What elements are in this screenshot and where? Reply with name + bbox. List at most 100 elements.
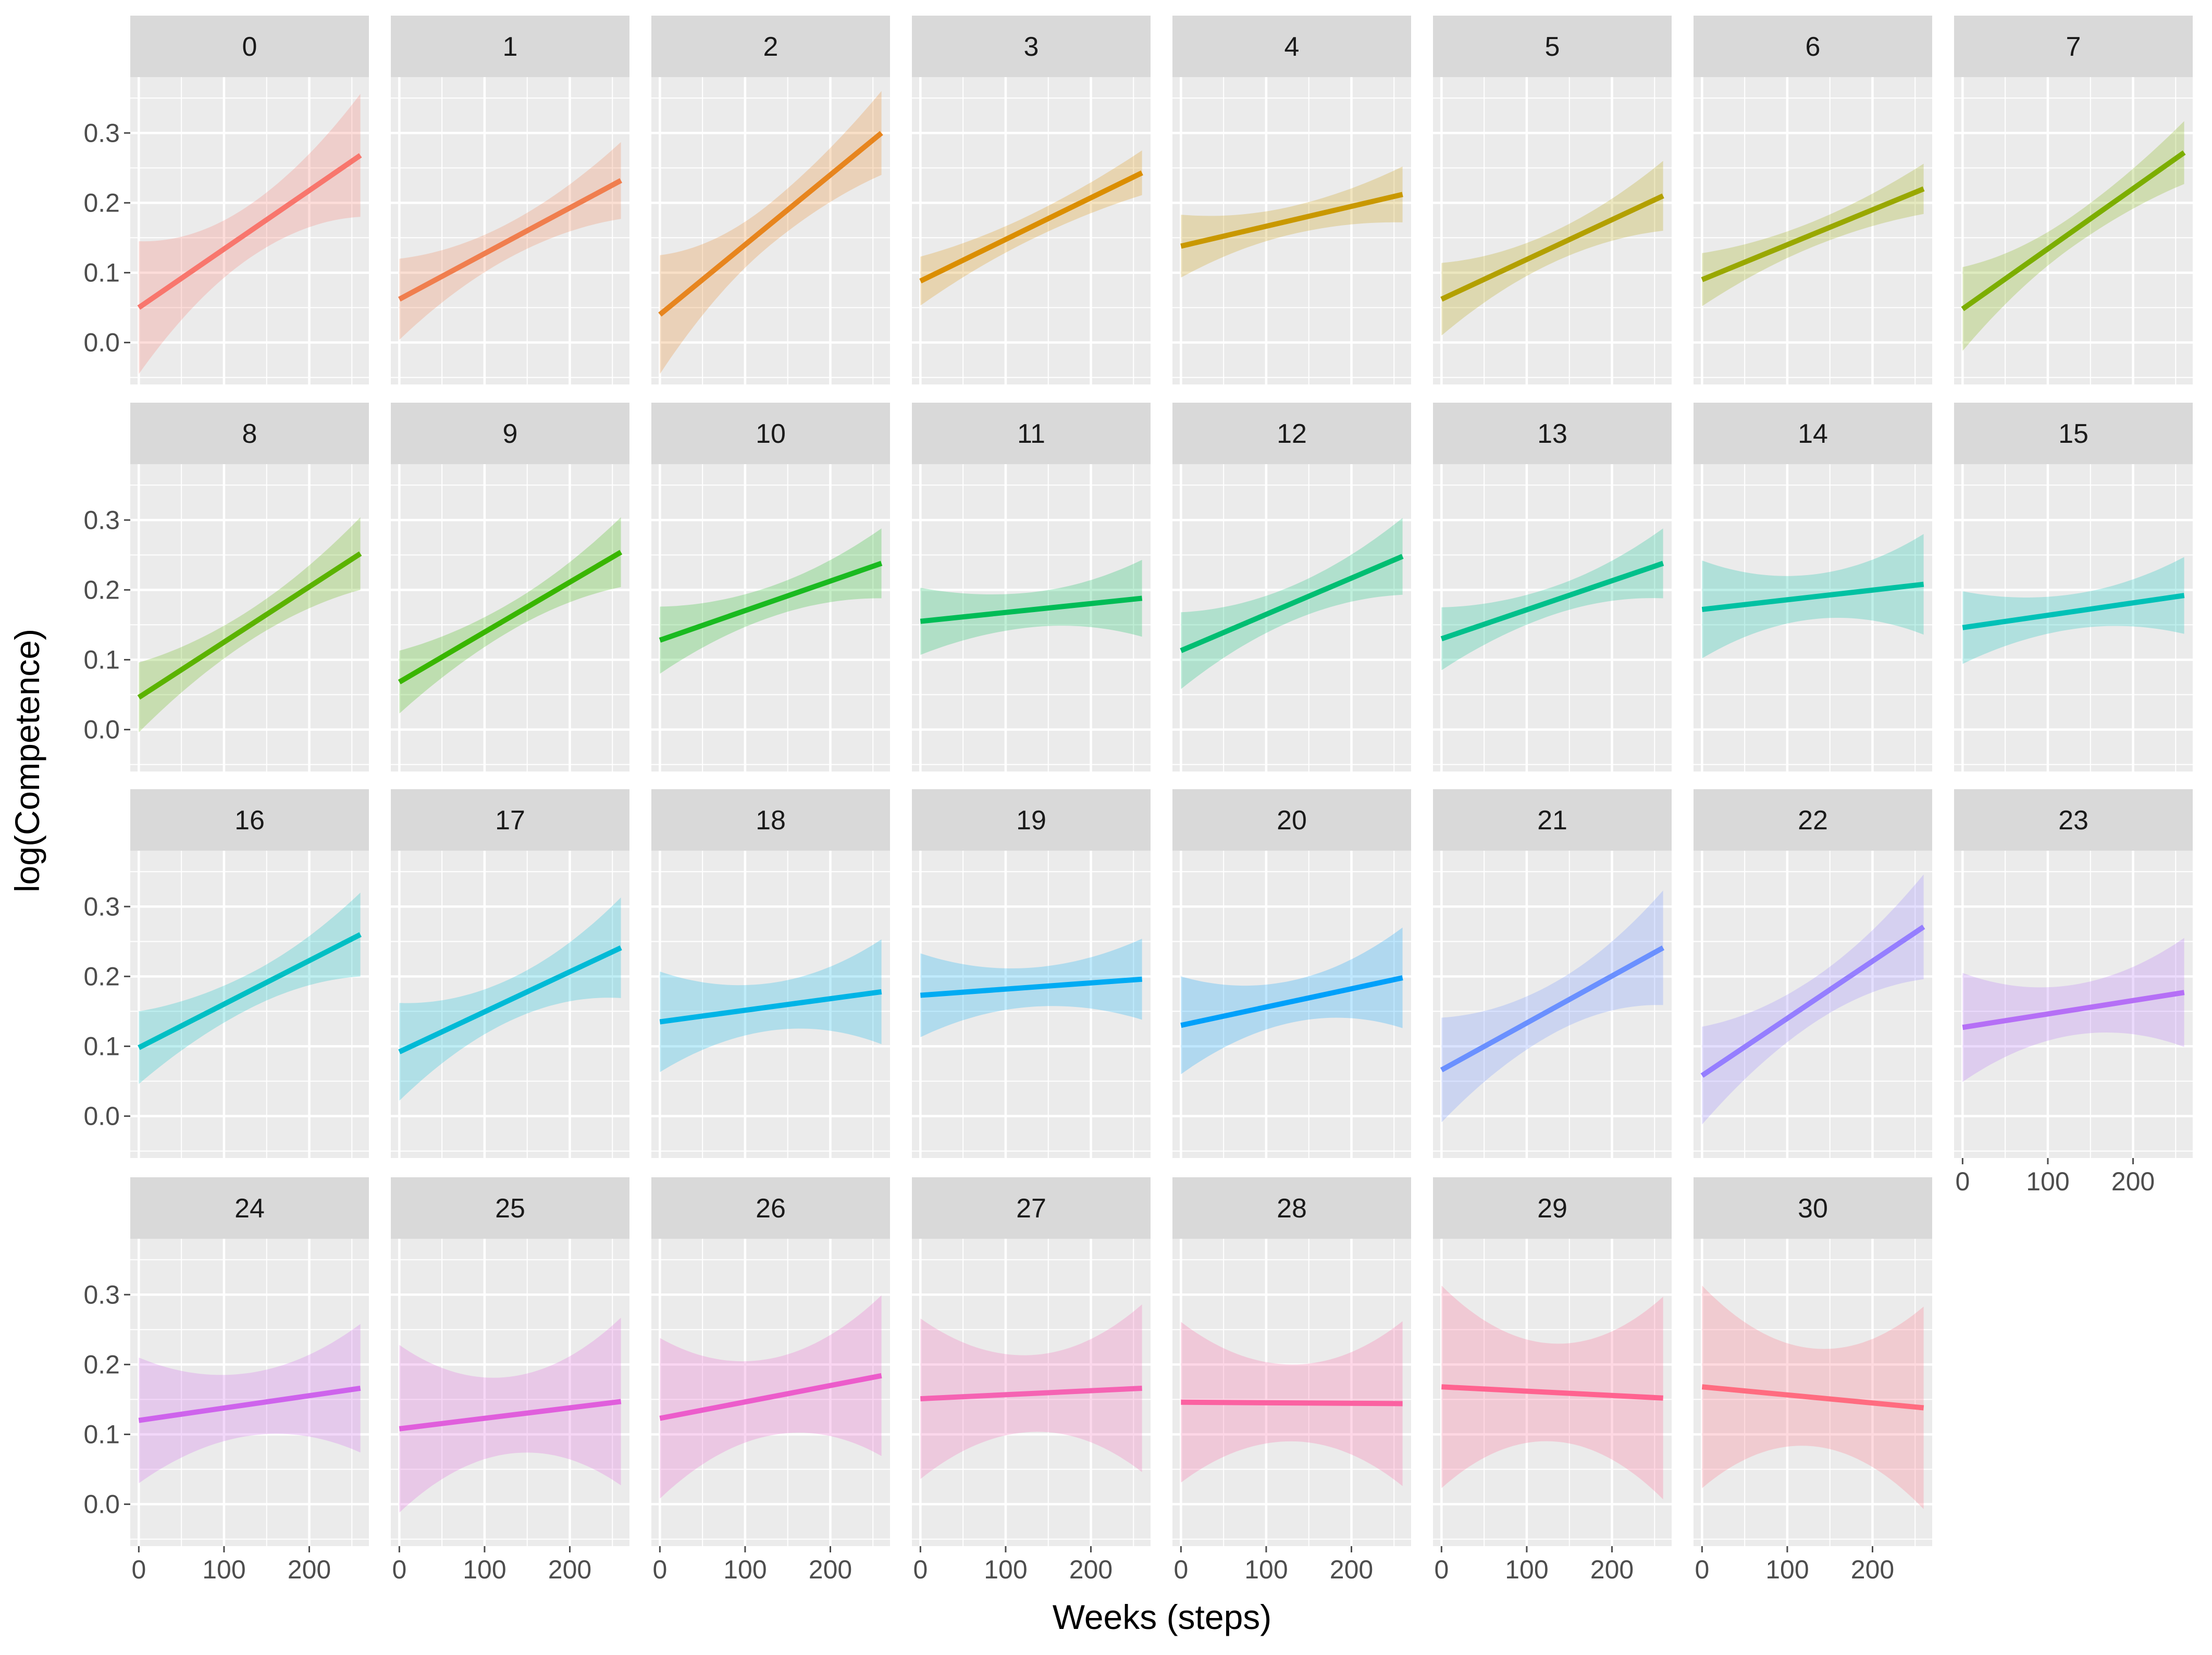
x-tick-label: 200 (548, 1555, 591, 1584)
facet-strip (1172, 16, 1411, 77)
x-tick-label: 200 (1069, 1555, 1113, 1584)
trend-line (398, 945, 622, 1054)
trend-line (138, 1386, 361, 1423)
facet-26: 26 0 100 200 (651, 1177, 890, 1584)
confidence-band (1962, 121, 2184, 351)
facet-strip-label: 30 (1798, 1193, 1828, 1224)
facet-21: 21 (1433, 789, 1672, 1158)
x-tick-label: 0 (392, 1555, 406, 1584)
x-tick-label: 0 (1695, 1555, 1709, 1584)
facet-strip (1433, 16, 1672, 77)
y-tick-label: 0.3 (83, 118, 120, 147)
facet-4: 4 (1172, 16, 1411, 384)
facet-strip-label: 19 (1016, 805, 1046, 836)
panel-background (1694, 464, 1932, 771)
y-axis-title: log(Competence) (8, 629, 46, 892)
trend-line (1700, 925, 1925, 1078)
panel-background (391, 1239, 629, 1546)
panel-grid (1954, 851, 2193, 1158)
facet-strip-label: 17 (495, 805, 525, 836)
panel-grid (391, 77, 629, 384)
facet-strip-label: 11 (1017, 419, 1045, 449)
trend-line (1962, 990, 2185, 1030)
panel-background (1954, 464, 2193, 771)
facet-strip (1954, 789, 2193, 851)
x-tick-label: 0 (913, 1555, 928, 1584)
x-tick-label: 200 (1590, 1555, 1634, 1584)
trend-line (1440, 945, 1665, 1073)
panel-background (391, 851, 629, 1158)
y-tick-label: 0.1 (83, 258, 120, 287)
facet-strip (912, 1177, 1151, 1239)
y-tick-label: 0.2 (83, 962, 120, 991)
facet-strip (130, 16, 369, 77)
facet-14: 14 (1694, 403, 1932, 771)
panel-grid (1172, 1239, 1411, 1546)
panel-background (912, 851, 1151, 1158)
panel-grid (1433, 851, 1672, 1158)
y-tick-label: 0.0 (83, 1490, 120, 1519)
facet-strip-label: 13 (1537, 419, 1567, 449)
y-tick-label: 0.1 (83, 1031, 120, 1061)
trend-line (919, 170, 1143, 284)
panel-background (1954, 851, 2193, 1158)
y-tick-label: 0.2 (83, 188, 120, 217)
panel-grid (1433, 77, 1672, 384)
facet-strip-label: 28 (1277, 1193, 1307, 1224)
facet-17: 17 (391, 789, 629, 1158)
facet-strip-label: 5 (1545, 32, 1560, 62)
panel-grid (391, 851, 629, 1158)
panel-background (1172, 77, 1411, 384)
facet-18: 18 (651, 789, 890, 1158)
facet-strip-label: 1 (503, 32, 518, 62)
facet-strip (912, 789, 1151, 851)
facet-12: 12 (1172, 403, 1411, 771)
facet-strip (1954, 403, 2193, 464)
facet-strip-label: 4 (1284, 32, 1300, 62)
facet-23: 23 0 100 200 (1954, 789, 2193, 1196)
panel-grid (391, 1239, 629, 1546)
facet-strip (1172, 403, 1411, 464)
facet-strip-label: 10 (756, 419, 786, 449)
panel-background (391, 77, 629, 384)
facet-3: 3 (912, 16, 1151, 384)
panel-grid (912, 77, 1151, 384)
facet-strip-label: 12 (1277, 419, 1307, 449)
facet-19: 19 (912, 789, 1151, 1158)
facet-strip-label: 22 (1798, 805, 1828, 836)
panel-grid (1172, 464, 1411, 771)
x-tick-label: 100 (723, 1555, 767, 1584)
trend-line (1961, 150, 2186, 312)
panel-background (1433, 464, 1672, 771)
trend-line (920, 595, 1143, 624)
facet-strip-label: 20 (1277, 805, 1307, 836)
facet-strip-label: 29 (1537, 1193, 1567, 1224)
facet-6: 6 (1694, 16, 1932, 384)
facet-11: 11 (912, 403, 1151, 771)
facet-16: 16 0.0 0.1 0.2 0.3 (83, 789, 369, 1158)
facet-20: 20 (1172, 789, 1411, 1158)
trend-line (398, 550, 623, 685)
facet-strip (1954, 16, 2193, 77)
y-tick-label: 0.2 (83, 575, 120, 604)
trend-line (1181, 1399, 1403, 1407)
facet-13: 13 (1433, 403, 1672, 771)
panel-background (651, 464, 890, 771)
facet-strip (391, 1177, 629, 1239)
facet-strip (1433, 403, 1672, 464)
panel-grid (651, 851, 890, 1158)
x-tick-label: 0 (131, 1555, 146, 1584)
panel-grid (1172, 77, 1411, 384)
x-tick-label: 200 (1851, 1555, 1894, 1584)
facet-strip-label: 18 (756, 805, 786, 836)
trend-line (920, 1385, 1142, 1402)
y-tick-label: 0.3 (83, 892, 120, 921)
trend-line (398, 178, 623, 302)
confidence-band (660, 91, 882, 374)
panel-grid (1954, 77, 2193, 384)
panel-background (651, 1239, 890, 1546)
x-tick-label: 100 (2026, 1167, 2069, 1196)
x-tick-label: 200 (2111, 1167, 2155, 1196)
panel-background (651, 77, 890, 384)
